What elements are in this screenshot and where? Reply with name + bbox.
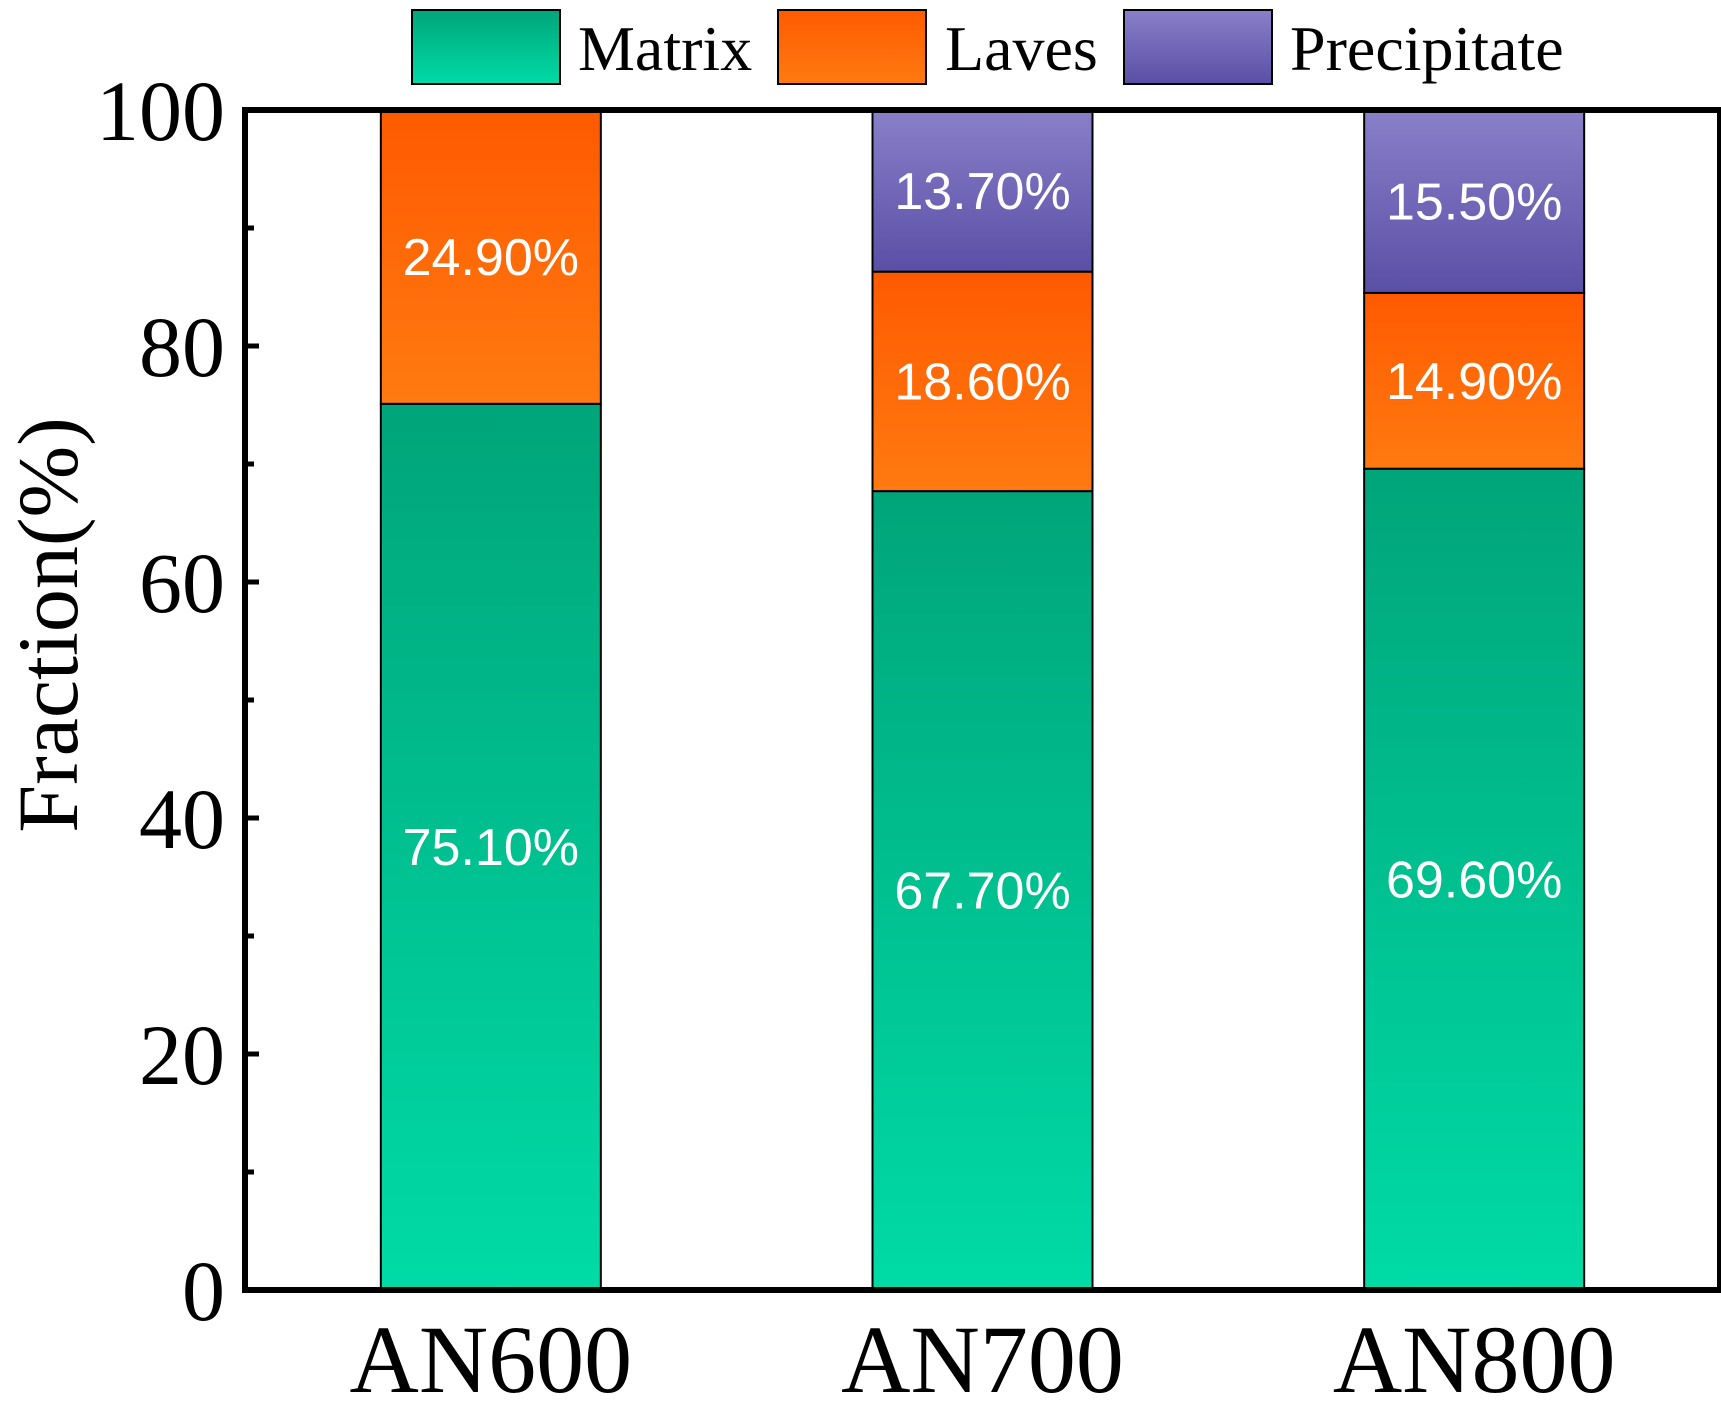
bar-labels: 75.10% 24.90% 67.70% 18.60% 13.70% 69.60% 14.9… xyxy=(403,163,1563,921)
data-label-precipitate-an700: 13.70% xyxy=(894,163,1070,221)
bar-precipitate-an700 xyxy=(871,109,1094,273)
y-tick-label: 0 xyxy=(182,1243,225,1339)
legend: Matrix Laves Precipitate xyxy=(411,9,1564,85)
bar-precipitate-an800 xyxy=(1363,109,1586,294)
x-axis: AN600 AN700 AN800 xyxy=(350,1306,1616,1404)
y-tick-label: 20 xyxy=(139,1007,225,1103)
bar-matrix-an600 xyxy=(379,402,602,1291)
bars xyxy=(379,109,1586,1292)
data-label-laves-an600: 24.90% xyxy=(403,229,579,287)
bar-matrix-an800 xyxy=(1363,467,1586,1292)
bar-laves-an700 xyxy=(871,270,1094,493)
y-axis-title: Fraction(%) xyxy=(0,417,96,833)
bar-laves-an600 xyxy=(379,109,602,405)
x-tick-label-an600: AN600 xyxy=(350,1306,633,1404)
x-tick-label-an800: AN800 xyxy=(1333,1306,1616,1404)
data-label-matrix-an700: 67.70% xyxy=(894,863,1070,921)
data-label-laves-an700: 18.60% xyxy=(894,353,1070,411)
y-tick-label: 80 xyxy=(139,299,225,395)
legend-swatch-precipitate xyxy=(1123,9,1273,85)
data-label-precipitate-an800: 15.50% xyxy=(1386,173,1562,231)
y-tick-label: 60 xyxy=(139,535,225,631)
y-tick-label: 100 xyxy=(96,63,225,159)
legend-swatch-laves xyxy=(777,9,927,85)
bar-laves-an800 xyxy=(1363,291,1586,470)
legend-label-precipitate: Precipitate xyxy=(1290,13,1564,84)
data-label-laves-an800: 14.90% xyxy=(1386,353,1562,411)
x-tick-label-an700: AN700 xyxy=(841,1306,1124,1404)
data-label-matrix-an600: 75.10% xyxy=(403,819,579,877)
legend-swatch-matrix xyxy=(411,9,561,85)
legend-label-laves: Laves xyxy=(945,13,1098,84)
data-label-matrix-an800: 69.60% xyxy=(1386,851,1562,909)
y-axis: 0 20 40 60 80 100 xyxy=(96,63,259,1339)
legend-label-matrix: Matrix xyxy=(578,13,752,84)
y-tick-label: 40 xyxy=(139,771,225,867)
